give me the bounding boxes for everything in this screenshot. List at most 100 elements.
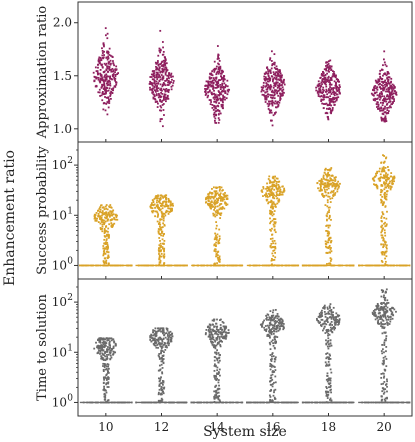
data-point (214, 236, 217, 239)
data-point (217, 398, 220, 401)
data-point (283, 189, 286, 192)
data-point (105, 379, 108, 381)
data-point (262, 94, 265, 96)
data-point (105, 207, 108, 210)
data-point (105, 103, 108, 105)
data-point (170, 336, 173, 339)
data-point (374, 318, 377, 321)
data-point (382, 392, 385, 395)
data-point (381, 318, 383, 321)
data-point (210, 200, 213, 203)
data-point (320, 318, 323, 321)
data-point (168, 74, 170, 76)
data-point (219, 214, 222, 216)
data-point (171, 335, 174, 338)
data-point (376, 170, 379, 173)
data-point (107, 97, 110, 99)
data-point (337, 96, 340, 99)
data-point (391, 86, 394, 88)
data-point (110, 225, 113, 228)
data-point (274, 231, 277, 234)
data-point (105, 57, 108, 59)
data-point (385, 224, 388, 227)
data-point (324, 322, 326, 325)
data-point (211, 85, 214, 88)
data-point (327, 311, 330, 314)
data-point (331, 324, 334, 326)
data-point (154, 61, 157, 64)
data-point (150, 202, 153, 205)
data-point (269, 245, 272, 248)
data-point (158, 258, 161, 261)
data-point (222, 78, 225, 81)
data-point (165, 88, 168, 90)
data-point (383, 192, 386, 195)
y-tick-exponent: 1 (67, 343, 73, 353)
data-point (214, 93, 217, 96)
data-point (211, 107, 214, 109)
data-point (266, 102, 269, 105)
data-point (204, 198, 207, 201)
data-point (227, 331, 230, 334)
data-point (110, 88, 113, 91)
data-point (372, 178, 375, 181)
data-point (326, 375, 329, 377)
data-point (152, 78, 155, 81)
data-point (388, 76, 391, 79)
data-point (216, 369, 219, 372)
data-point (116, 218, 119, 221)
data-point (99, 222, 102, 225)
data-point (335, 83, 337, 86)
data-point (160, 205, 163, 207)
data-point (328, 60, 330, 63)
data-point (384, 303, 387, 306)
data-point (333, 104, 336, 106)
data-point (328, 323, 331, 326)
data-point (327, 379, 330, 382)
data-point (157, 76, 160, 79)
data-point (165, 209, 168, 212)
data-point (329, 322, 332, 325)
data-point (393, 86, 396, 88)
data-point (330, 190, 333, 193)
data-point (271, 315, 273, 318)
data-point (103, 395, 106, 398)
data-point (221, 82, 224, 85)
data-point (163, 249, 165, 252)
data-point (382, 166, 385, 168)
data-point (105, 225, 108, 227)
data-point (323, 322, 325, 325)
data-point (274, 315, 277, 318)
data-point (377, 103, 380, 106)
data-point (167, 200, 170, 203)
data-point (164, 88, 166, 91)
data-point (103, 366, 106, 368)
data-point (269, 212, 271, 215)
data-point (329, 398, 331, 401)
data-point (320, 98, 323, 101)
data-point (271, 99, 274, 102)
data-point (263, 326, 266, 329)
data-point (214, 100, 217, 103)
data-point (106, 101, 109, 104)
data-point (105, 391, 108, 394)
data-point (383, 398, 386, 401)
data-point (103, 232, 106, 235)
data-point (269, 383, 272, 386)
data-point (324, 186, 327, 188)
data-point (153, 344, 156, 346)
data-point (276, 105, 279, 108)
data-point (107, 365, 110, 368)
data-point (326, 185, 329, 188)
data-point (114, 218, 117, 221)
data-point (381, 325, 384, 328)
data-point (99, 77, 102, 80)
data-point (385, 288, 388, 291)
data-point (224, 327, 227, 330)
data-point (334, 186, 337, 189)
data-point (219, 203, 222, 206)
data-point (273, 66, 276, 69)
data-point (223, 337, 226, 340)
data-point (269, 365, 272, 367)
